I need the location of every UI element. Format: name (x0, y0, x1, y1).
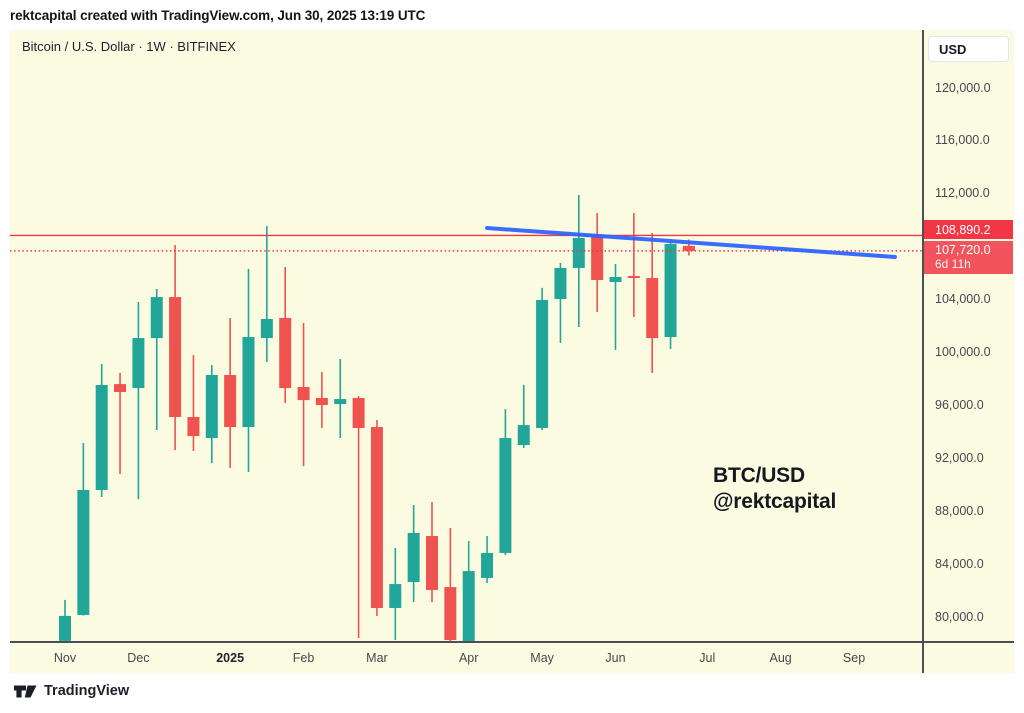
candle-body (315, 397, 328, 405)
month-label: 2025 (216, 651, 245, 665)
plot-svg (10, 194, 922, 641)
trendline[interactable] (485, 226, 897, 259)
candle-body (426, 536, 438, 590)
candle-body (187, 417, 200, 437)
candle-body (95, 385, 108, 491)
price-axis[interactable]: USD 108,890.2 107,720.0 6d 11h 120,000.0… (924, 30, 1014, 673)
month-label: Nov (53, 651, 77, 665)
watermark: BTC/USD @rektcapital (713, 463, 836, 515)
month-label: Sep (842, 651, 866, 665)
month-label: Mar (366, 651, 388, 665)
footer: TradingView (13, 682, 129, 700)
candle-body (150, 297, 163, 339)
price-tick-label: 88,000.0 (935, 503, 984, 518)
candle-body (169, 297, 182, 418)
candle-body (297, 386, 310, 401)
candle-body (279, 317, 292, 389)
price-tick-label: 104,000.0 (935, 292, 991, 307)
price-tick-label: 84,000.0 (935, 556, 984, 571)
candle-body (224, 374, 237, 428)
month-label: Apr (458, 651, 479, 665)
candle-body (499, 438, 512, 553)
candle-body (352, 397, 365, 428)
current-price-value: 107,720.0 (935, 243, 991, 258)
candle-body (572, 237, 585, 268)
watermark-symbol: BTC/USD (713, 464, 805, 487)
candle-body (334, 399, 347, 405)
chart-container: BTC/USD @rektcapital Bitcoin / U.S. Doll… (10, 30, 1014, 673)
candle-body (627, 276, 640, 279)
candle-body (536, 299, 549, 428)
price-tick-label: 92,000.0 (935, 450, 984, 465)
symbol-legend[interactable]: Bitcoin / U.S. Dollar · 1W · BITFINEX (22, 39, 236, 54)
tradingview-brand[interactable]: TradingView (44, 683, 130, 699)
price-tick-label: 80,000.0 (935, 609, 984, 624)
candle-body (59, 615, 71, 641)
candle-body (260, 319, 273, 339)
price-tick-label: 100,000.0 (935, 345, 991, 359)
candle-body (407, 532, 420, 583)
attribution-text: rektcapital created with TradingView.com… (10, 8, 426, 23)
month-label: Dec (127, 651, 150, 665)
time-axis[interactable]: Nov Dec 2025 Feb Mar Apr May Jun Jul Aug Sep (10, 643, 922, 673)
candle-body (205, 374, 218, 439)
candle-body (517, 425, 530, 446)
price-pane[interactable]: BTC/USD @rektcapital Bitcoin / U.S. Doll… (10, 30, 922, 641)
candle-body (132, 338, 145, 389)
candle-body (77, 490, 90, 615)
currency-button-label: USD (939, 41, 967, 57)
watermark-handle: @rektcapital (713, 490, 837, 513)
candle-body (462, 571, 475, 641)
candle-body (114, 384, 127, 393)
candle-body (591, 237, 604, 280)
countdown-timer: 6d 11h (935, 257, 971, 272)
hline-price-label: 108,890.2 (924, 220, 1013, 240)
candle-body (370, 427, 383, 608)
price-tick-label: 96,000.0 (935, 397, 984, 412)
tradingview-logo-icon[interactable] (13, 682, 38, 700)
candle-body (389, 584, 402, 608)
candle-body (664, 244, 677, 337)
candle-body (554, 267, 567, 300)
currency-button[interactable]: USD (928, 36, 1009, 62)
candle-body (609, 276, 622, 282)
candle-body (481, 552, 494, 578)
month-label: Aug (769, 651, 792, 665)
candle-body (444, 587, 457, 640)
candle-body (682, 245, 695, 251)
price-tick-label: 112,000.0 (935, 186, 990, 201)
month-label: May (530, 651, 554, 665)
current-price-label: 107,720.0 6d 11h (924, 240, 1013, 274)
time-axis-separator (10, 641, 1014, 643)
price-axis-separator (922, 30, 924, 673)
price-tick-label: 120,000.0 (935, 80, 991, 95)
month-label: Jun (605, 651, 626, 665)
hline-price-value: 108,890.2 (935, 222, 991, 237)
price-tick-label: 116,000.0 (935, 133, 990, 148)
month-label: Jul (699, 651, 716, 665)
month-label: Feb (292, 651, 315, 665)
candle-body (242, 336, 255, 428)
candle-body (646, 278, 659, 339)
